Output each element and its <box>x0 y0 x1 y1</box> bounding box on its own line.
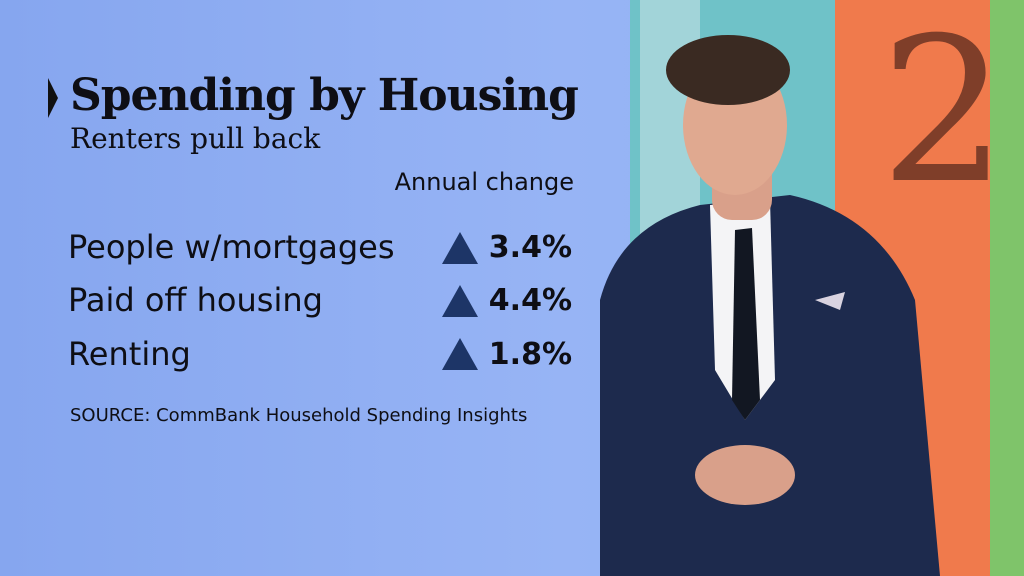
title-marker <box>48 78 58 118</box>
banknote-green <box>990 0 1024 576</box>
row-value: 1.8% <box>488 337 572 372</box>
up-arrow <box>442 338 478 370</box>
up-arrow <box>442 285 478 317</box>
row-label: Renting <box>68 335 191 373</box>
banknote-digit: 2 <box>880 0 1007 228</box>
row-label: Paid off housing <box>68 281 323 319</box>
row-label: People w/mortgages <box>68 228 395 266</box>
title: Spending by Housing <box>70 70 579 121</box>
row-value: 3.4% <box>488 230 572 265</box>
presenter-tie <box>732 228 760 420</box>
column-header: Annual change <box>394 168 574 196</box>
row-value: 4.4% <box>488 283 572 318</box>
presenter-hands <box>695 445 795 505</box>
up-arrow <box>442 232 478 264</box>
subtitle: Renters pull back <box>70 122 321 155</box>
presenter-hair <box>666 35 790 105</box>
pocket-square <box>815 292 845 310</box>
source-note: SOURCE: CommBank Household Spending Insi… <box>70 405 528 426</box>
